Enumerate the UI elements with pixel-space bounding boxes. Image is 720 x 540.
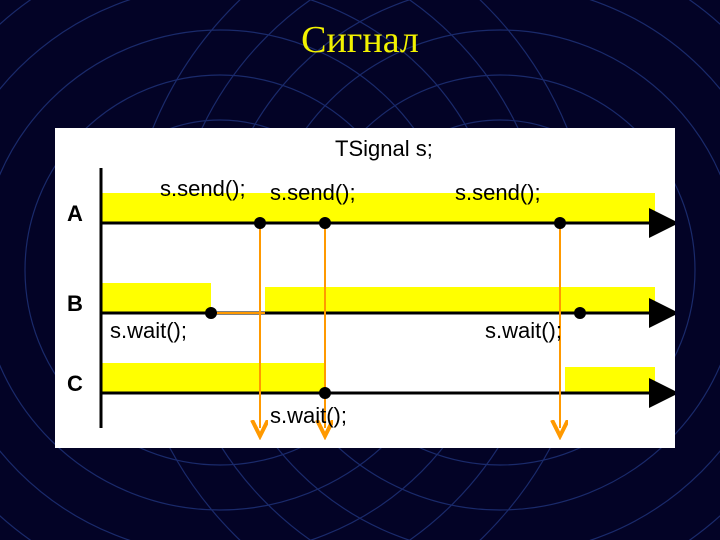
slide-title: Сигнал <box>0 18 720 62</box>
header-text: TSignal s; <box>335 136 433 162</box>
label-b-wait2: s.wait(); <box>485 318 562 344</box>
lane-label-c: C <box>67 371 83 397</box>
label-a-send2: s.send(); <box>270 180 356 206</box>
timing-diagram: TSignal s; A B C s.send(); s.send(); s.s… <box>55 128 675 448</box>
lane-label-a: A <box>67 201 83 227</box>
label-b-wait1: s.wait(); <box>110 318 187 344</box>
label-a-send1: s.send(); <box>160 176 246 202</box>
slide-background: Сигнал TSignal s; A B C s.send(); s.send… <box>0 0 720 540</box>
label-c-wait1: s.wait(); <box>270 403 347 429</box>
diagram-svg <box>55 128 675 448</box>
label-a-send3: s.send(); <box>455 180 541 206</box>
lane-label-b: B <box>67 291 83 317</box>
